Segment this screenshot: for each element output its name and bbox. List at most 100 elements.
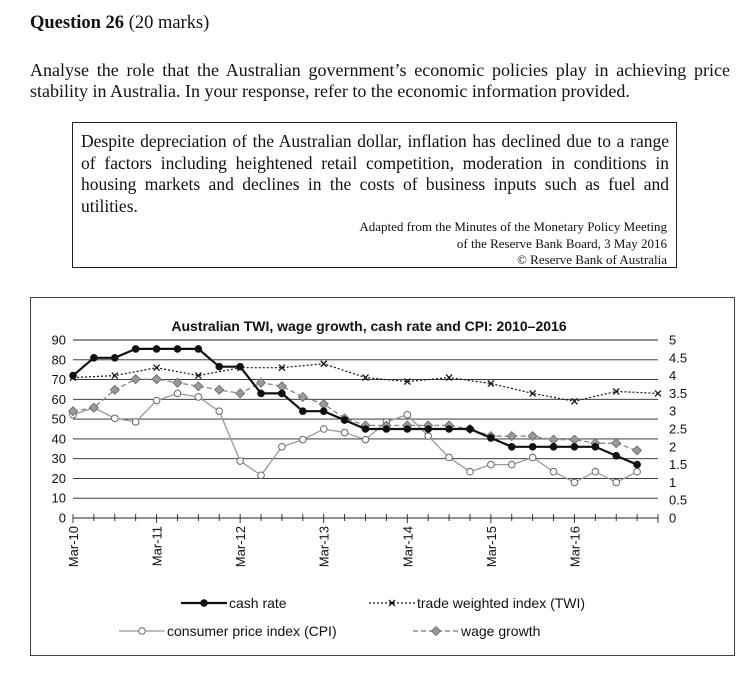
data-point [466, 467, 474, 476]
data-point [340, 416, 349, 424]
data-point [320, 360, 328, 368]
data-point [633, 467, 641, 476]
data-point [318, 399, 329, 410]
question-heading: Question 26 (20 marks) [30, 13, 209, 34]
left-axis-tick-label: 30 [52, 451, 66, 466]
data-point [424, 425, 432, 433]
data-point [109, 384, 120, 395]
series-line [72, 378, 638, 452]
question-number: Question 26 [30, 13, 125, 33]
right-axis-tick-label: 2 [669, 439, 676, 454]
right-axis-tick-label: 3 [669, 404, 676, 419]
data-point [340, 428, 349, 437]
data-point [151, 374, 162, 385]
data-point [430, 625, 442, 637]
data-point [506, 431, 517, 442]
right-axis-tick-label: 2.5 [669, 422, 687, 437]
data-point [319, 407, 328, 415]
data-point [131, 345, 140, 353]
left-axis-tick-label: 40 [52, 431, 66, 446]
x-tick-label: Mar-15 [484, 526, 499, 567]
left-axis-tick-label: 10 [52, 491, 66, 506]
data-point [612, 478, 621, 487]
series-wage [67, 374, 643, 456]
left-axis-tick-label: 70 [52, 372, 66, 387]
extract-source-line: of the Reserve Bank Board, 3 May 2016 [456, 235, 667, 251]
right-axis-tick-label: 5 [669, 333, 676, 348]
data-point [194, 393, 203, 401]
right-axis-tick-label: 4 [669, 368, 676, 383]
data-point [255, 377, 267, 388]
data-point [548, 434, 559, 445]
data-point [445, 453, 453, 462]
data-point [130, 374, 141, 385]
data-point [445, 374, 453, 382]
x-tick-label: Mar-11 [150, 526, 165, 566]
series-consumer [69, 389, 641, 487]
line-chart: Australian TWI, wage growth, cash rate a… [52, 318, 688, 639]
data-point [549, 443, 558, 451]
data-point [67, 406, 79, 417]
data-point [215, 362, 224, 371]
data-point [654, 389, 662, 397]
data-point [88, 402, 99, 413]
legend-label: trade weighted index (TWI) [417, 595, 585, 611]
data-point [633, 460, 641, 469]
data-point [276, 381, 287, 392]
axes: 0 10 20 30 40 50 60 70 80 90 0 0.5 1 1.5 2 2.5 3 3.5 4 4.5 5… [52, 333, 688, 568]
question-marks: (20 marks) [128, 13, 210, 33]
right-axis-tick-label: 1 [669, 475, 676, 490]
series-trade [69, 360, 662, 405]
right-axis-tick-label: 0.5 [669, 493, 687, 508]
data-point [297, 391, 308, 403]
extract-copyright: © Reserve Bank of Australia [517, 252, 667, 267]
legend-label: consumer price index (CPI) [167, 623, 337, 639]
data-point [382, 425, 391, 433]
data-point [403, 378, 411, 385]
right-axis-tick-label: 3.5 [669, 386, 687, 401]
data-point [110, 414, 119, 423]
data-point [528, 443, 537, 451]
extract-source: Adapted from the Minutes of the Monetary… [359, 219, 667, 269]
data-point [611, 438, 622, 449]
data-point [200, 599, 208, 607]
data-point [549, 467, 558, 476]
series-layer [67, 345, 662, 487]
data-point [110, 354, 119, 362]
data-point [529, 389, 537, 397]
left-axis-tick-label: 50 [52, 412, 66, 427]
data-point [570, 397, 578, 405]
data-point [612, 451, 621, 460]
legend-label: cash rate [229, 595, 287, 611]
data-point [528, 453, 537, 462]
data-point [507, 460, 516, 469]
left-axis-tick-label: 80 [52, 352, 66, 367]
data-point [257, 389, 265, 398]
series-line [72, 347, 638, 466]
series-line [72, 363, 659, 402]
data-point [194, 372, 202, 380]
data-point [319, 425, 328, 433]
legend-item: consumer price index (CPI) [119, 623, 337, 639]
data-point [388, 599, 396, 607]
data-point [235, 388, 246, 399]
data-point [215, 407, 224, 415]
data-point [111, 372, 119, 380]
data-point [152, 345, 161, 353]
data-point [214, 384, 225, 395]
data-point [487, 460, 495, 469]
legend-item: trade weighted index (TWI) [369, 595, 585, 611]
extract-text: Despite depreciation of the Australian d… [81, 131, 669, 216]
data-point [570, 478, 579, 487]
data-point [527, 431, 538, 442]
data-point [361, 425, 370, 433]
legend: cash rate trade weighted index (TWI) consu… [119, 595, 585, 639]
data-point [278, 364, 286, 372]
data-point [570, 443, 579, 451]
left-axis-tick-label: 20 [52, 471, 66, 486]
data-point [591, 443, 600, 451]
right-axis-tick-label: 4.5 [669, 350, 687, 365]
legend-item: cash rate [181, 595, 287, 611]
x-tick-label: Mar-13 [317, 526, 332, 567]
left-axis-tick-label: 90 [52, 333, 66, 348]
